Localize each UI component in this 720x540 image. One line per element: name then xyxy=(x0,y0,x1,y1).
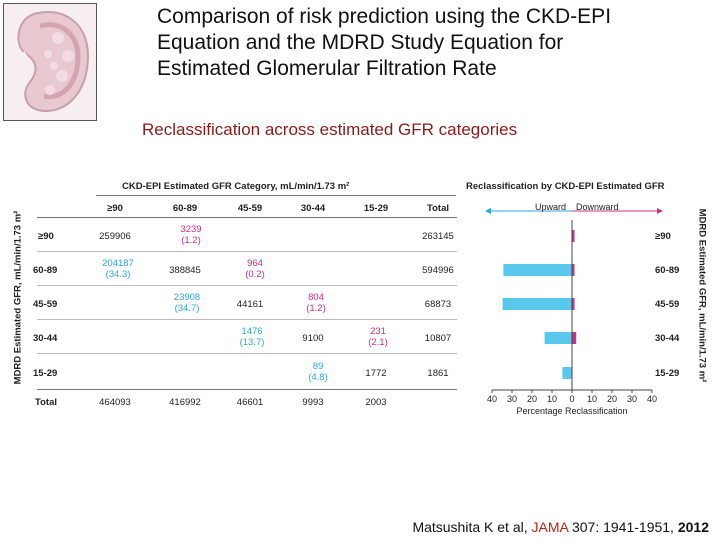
citation: Matsushita K et al, JAMA 307: 1941-1951,… xyxy=(412,519,709,535)
row-label: 30-44 xyxy=(33,333,58,344)
upward-bar xyxy=(502,298,572,310)
x-tick-label: 40 xyxy=(647,394,657,404)
table-cell: 594996 xyxy=(422,265,454,276)
column-header-rule xyxy=(37,217,457,218)
chart-x-label: Percentage Reclassification xyxy=(516,406,627,416)
row-rule xyxy=(37,285,457,286)
table-cell: 1772 xyxy=(365,368,387,379)
x-tick-label: 40 xyxy=(487,394,497,404)
total-row-label: Total xyxy=(35,397,57,408)
table-cell: 3239 xyxy=(180,224,202,235)
table-cell: 204187 xyxy=(102,258,134,269)
total-cell: 2003 xyxy=(365,397,387,408)
upward-label: Upward xyxy=(535,202,566,212)
table-cell: 9100 xyxy=(302,333,324,344)
table-cell-pct: (4.8) xyxy=(308,372,328,383)
table-y-axis-label: MDRD Estimated GFR, mL/min/1.73 m² xyxy=(12,210,24,385)
table-cell: 964 xyxy=(247,258,263,269)
row-label: 45-59 xyxy=(33,299,58,310)
x-tick-label: 0 xyxy=(569,394,574,404)
table-cell: 44161 xyxy=(236,299,264,310)
chart-row-label: 15-29 xyxy=(655,368,680,379)
upward-bar xyxy=(544,332,572,344)
reclassification-chart: Upward Downward 40 30 20 10 0 10 20 30 40 Percen… xyxy=(485,202,663,416)
total-cell: 416992 xyxy=(169,397,201,408)
row-rule xyxy=(37,251,457,252)
row-rule xyxy=(37,319,457,320)
table-cell-pct: (1.2) xyxy=(306,303,326,314)
table-cell: 23908 xyxy=(173,292,201,303)
x-tick-label: 10 xyxy=(587,394,597,404)
chart-row-label: ≥90 xyxy=(655,231,671,242)
table-cell: 259906 xyxy=(99,231,131,242)
slide-subtitle: Reclassification across estimated GFR ca… xyxy=(142,120,518,139)
chart-row-label: 60-89 xyxy=(655,265,680,276)
col-header: 60-89 xyxy=(172,203,198,214)
table-cell: 804 xyxy=(308,292,324,303)
upward-bar xyxy=(503,264,572,276)
header-rule xyxy=(96,195,456,196)
total-cell: 46601 xyxy=(236,397,264,408)
chart-title: Reclassification by CKD-EPI Estimated GF… xyxy=(466,181,665,192)
upward-bar xyxy=(562,367,572,379)
col-header: Total xyxy=(427,203,449,214)
total-rule xyxy=(37,389,457,390)
citation-authors: Matsushita K et al, xyxy=(412,519,532,535)
table-cell-pct: (2.1) xyxy=(368,337,388,348)
x-tick-label: 10 xyxy=(547,394,557,404)
x-tick-label: 30 xyxy=(507,394,517,404)
downward-label: Downward xyxy=(576,202,619,212)
total-cell: 464093 xyxy=(99,397,131,408)
x-tick-label: 20 xyxy=(607,394,617,404)
col-header: 45-59 xyxy=(237,203,263,214)
table-cell: 68873 xyxy=(424,299,452,310)
table-cell: 388845 xyxy=(169,265,201,276)
table-cell: 10807 xyxy=(424,333,452,344)
table-cell-pct: (34.7) xyxy=(174,303,200,314)
downward-bar xyxy=(572,264,575,276)
row-label: 15-29 xyxy=(33,368,58,379)
table-cell: 89 xyxy=(312,361,324,372)
chart-row-label: 30-44 xyxy=(655,333,680,344)
citation-journal: JAMA xyxy=(531,519,569,535)
col-header: 30-44 xyxy=(300,203,326,214)
x-tick-label: 30 xyxy=(627,394,637,404)
table-cell: 1476 xyxy=(241,326,263,337)
row-label: ≥90 xyxy=(38,231,54,242)
table-cell-pct: (1.2) xyxy=(181,235,201,246)
col-header: 15-29 xyxy=(363,203,389,214)
title-line-3: Estimated Glomerular Filtration Rate xyxy=(157,57,497,80)
title-line-2: Equation and the MDRD Study Equation for xyxy=(157,31,564,54)
title-line-1: Comparison of risk prediction using the … xyxy=(157,5,612,28)
x-tick-label: 20 xyxy=(527,394,537,404)
downward-bar xyxy=(572,332,577,344)
table-cell-pct: (34.3) xyxy=(105,269,131,280)
kidney-illustration xyxy=(6,11,90,117)
slide-title: Comparison of risk prediction using the … xyxy=(157,4,697,82)
chart-row-label: 45-59 xyxy=(655,299,680,310)
table-cell: 1861 xyxy=(427,368,449,379)
total-cell: 9993 xyxy=(302,397,324,408)
table-cell-pct: (0.2) xyxy=(245,269,265,280)
downward-bar xyxy=(572,230,575,242)
chart-right-axis-label: MDRD Estimated GFR, mL/min/1.73 m² xyxy=(696,208,708,383)
citation-detail: 307: 1941-1951, xyxy=(568,519,678,535)
col-header: ≥90 xyxy=(107,203,123,214)
table-cell: 263145 xyxy=(422,231,454,242)
kidney-image xyxy=(3,3,97,121)
row-rule xyxy=(37,353,457,354)
table-header: CKD-EPI Estimated GFR Category, mL/min/1… xyxy=(122,181,350,192)
table-cell-pct: (13.7) xyxy=(239,337,265,348)
table-cell: 231 xyxy=(370,326,386,337)
row-label: 60-89 xyxy=(33,265,58,276)
citation-year: 2012 xyxy=(677,519,709,535)
downward-bar xyxy=(572,298,575,310)
